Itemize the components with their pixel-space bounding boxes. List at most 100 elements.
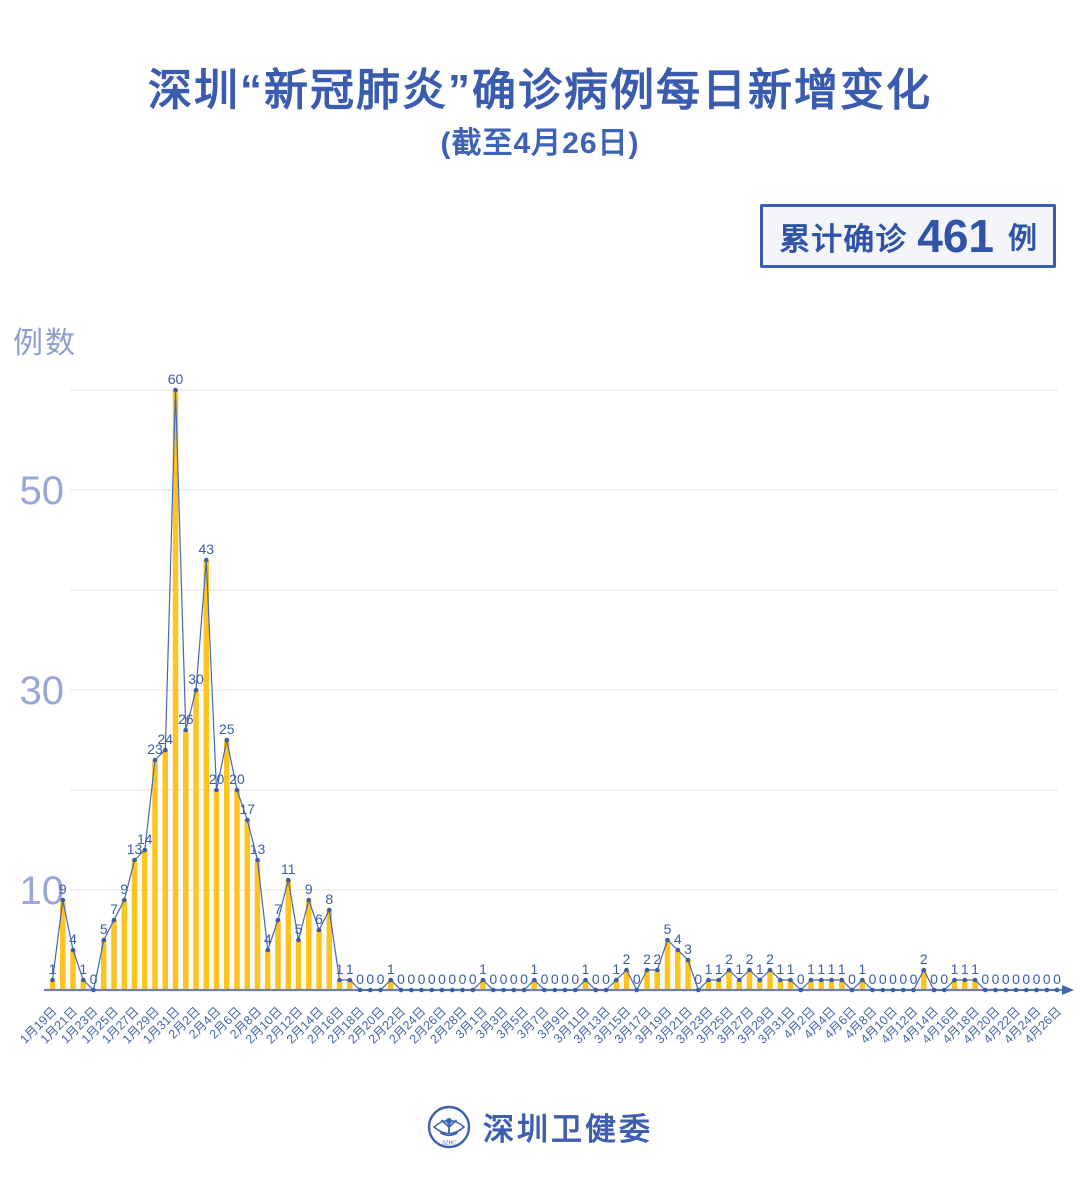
value-label: 5 bbox=[100, 921, 108, 937]
data-point bbox=[634, 987, 640, 993]
value-label: 1 bbox=[612, 961, 620, 977]
value-label: 0 bbox=[694, 971, 702, 987]
data-point bbox=[480, 977, 486, 983]
bar bbox=[306, 900, 312, 990]
value-label: 0 bbox=[848, 971, 856, 987]
value-label: 1 bbox=[346, 961, 354, 977]
data-point bbox=[296, 937, 301, 943]
data-point bbox=[501, 987, 506, 993]
data-point bbox=[70, 947, 76, 953]
data-point bbox=[542, 987, 547, 993]
value-label: 0 bbox=[551, 971, 559, 987]
value-label: 1 bbox=[817, 961, 825, 977]
bar bbox=[685, 960, 691, 990]
value-label: 0 bbox=[940, 971, 948, 987]
data-point bbox=[409, 987, 414, 993]
bar bbox=[254, 860, 261, 990]
data-point bbox=[245, 817, 250, 823]
data-point bbox=[1003, 987, 1009, 993]
x-axis-arrow bbox=[1062, 985, 1074, 995]
value-label: 2 bbox=[746, 951, 754, 967]
value-label: 0 bbox=[397, 971, 405, 987]
data-point bbox=[644, 967, 650, 973]
data-point bbox=[173, 387, 178, 393]
badge-unit: 例 bbox=[1007, 223, 1037, 255]
bar bbox=[285, 880, 291, 990]
value-label: 17 bbox=[240, 801, 256, 817]
value-label: 8 bbox=[325, 891, 333, 907]
bar bbox=[859, 980, 865, 990]
bar bbox=[275, 920, 281, 990]
value-label: 2 bbox=[643, 951, 651, 967]
data-point bbox=[214, 787, 219, 793]
data-point bbox=[655, 967, 660, 973]
value-label: 0 bbox=[448, 971, 456, 987]
value-label: 7 bbox=[274, 901, 282, 917]
bar bbox=[716, 980, 722, 990]
value-label: 4 bbox=[69, 931, 77, 947]
value-label: 1 bbox=[838, 961, 846, 977]
data-point bbox=[696, 987, 701, 993]
data-point bbox=[306, 897, 312, 903]
data-point bbox=[368, 987, 373, 993]
value-label: 0 bbox=[561, 971, 569, 987]
bar bbox=[808, 980, 814, 990]
value-label: 0 bbox=[510, 971, 518, 987]
data-point bbox=[798, 987, 804, 993]
value-label: 1 bbox=[951, 961, 959, 977]
data-point bbox=[50, 977, 55, 983]
bar bbox=[265, 950, 271, 990]
value-label: 0 bbox=[1002, 971, 1010, 987]
value-label: 60 bbox=[168, 371, 184, 387]
data-point bbox=[204, 557, 209, 563]
data-point bbox=[983, 987, 988, 993]
value-label: 2 bbox=[920, 951, 928, 967]
data-point bbox=[450, 987, 455, 993]
bar bbox=[224, 740, 230, 990]
value-label: 2 bbox=[766, 951, 774, 967]
bar bbox=[347, 980, 353, 990]
value-label: 1 bbox=[776, 961, 784, 977]
value-label: 9 bbox=[59, 881, 67, 897]
badge-label: 累计确诊 bbox=[779, 221, 908, 257]
bar bbox=[336, 980, 343, 990]
data-point bbox=[552, 987, 558, 993]
value-label: 0 bbox=[889, 971, 897, 987]
value-label: 23 bbox=[147, 741, 163, 757]
value-label: 0 bbox=[1033, 971, 1041, 987]
data-point bbox=[685, 957, 691, 963]
data-point bbox=[675, 947, 681, 953]
value-label: 9 bbox=[305, 881, 313, 897]
value-label: 1 bbox=[336, 961, 344, 977]
bar bbox=[131, 860, 138, 990]
data-point bbox=[398, 987, 404, 993]
value-label: 25 bbox=[219, 721, 235, 737]
value-label: 1 bbox=[582, 961, 590, 977]
data-point bbox=[747, 967, 752, 973]
value-label: 0 bbox=[981, 971, 989, 987]
bar bbox=[767, 970, 773, 990]
value-label: 2 bbox=[623, 951, 631, 967]
svg-text:SZHC: SZHC bbox=[442, 1140, 456, 1146]
value-label: 0 bbox=[418, 971, 426, 987]
data-point bbox=[439, 987, 445, 993]
bar bbox=[777, 980, 783, 990]
bar bbox=[388, 980, 394, 990]
bar bbox=[531, 980, 537, 990]
bar bbox=[244, 820, 250, 990]
data-point bbox=[890, 987, 896, 993]
data-point bbox=[1034, 987, 1039, 993]
data-point bbox=[81, 977, 86, 983]
data-point bbox=[1024, 987, 1029, 993]
data-point bbox=[337, 977, 342, 983]
data-point bbox=[91, 987, 96, 993]
value-label: 0 bbox=[1053, 971, 1061, 987]
value-label: 0 bbox=[879, 971, 887, 987]
value-label: 1 bbox=[756, 961, 764, 977]
bar bbox=[664, 940, 671, 990]
value-label: 20 bbox=[229, 771, 245, 787]
value-label: 1 bbox=[787, 961, 795, 977]
value-label: 0 bbox=[469, 971, 477, 987]
value-label: 11 bbox=[281, 861, 296, 877]
data-point bbox=[234, 787, 240, 793]
